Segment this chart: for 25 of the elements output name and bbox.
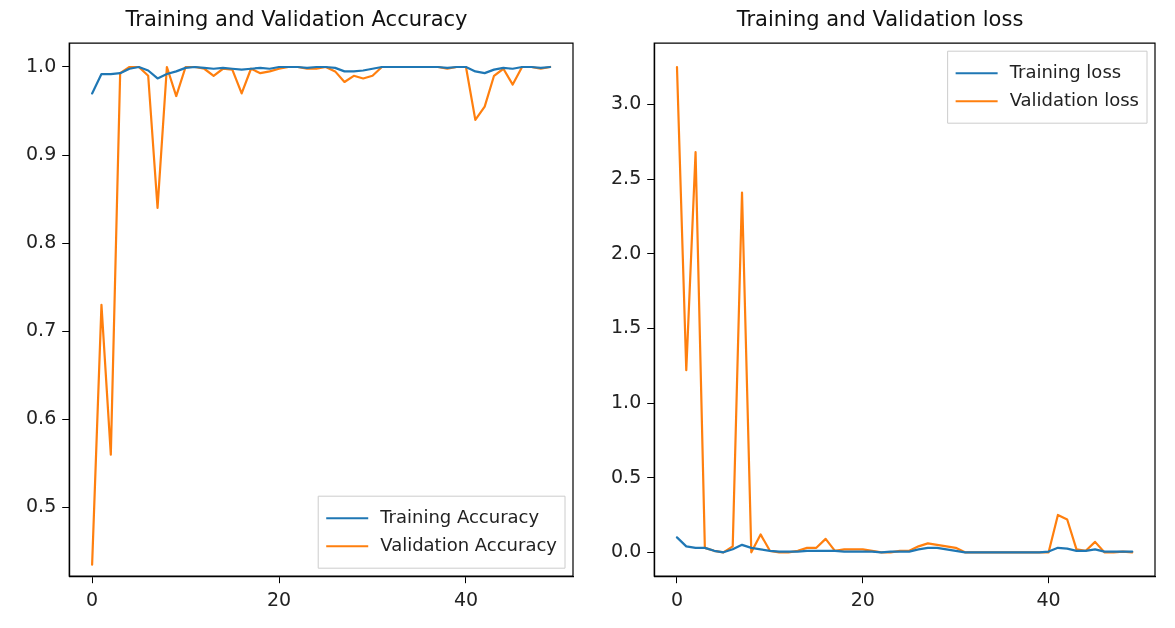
x-tick-label: 0 xyxy=(86,587,99,610)
y-tick-label: 0.8 xyxy=(26,230,57,253)
y-tick-label: 3.0 xyxy=(611,91,642,114)
x-tick-label: 20 xyxy=(266,587,292,610)
legend-label: Validation loss xyxy=(1009,88,1139,110)
y-tick-label: 0.5 xyxy=(611,464,642,487)
y-tick-label: 0.5 xyxy=(26,494,57,517)
x-tick-label: 0 xyxy=(670,587,684,610)
legend-label: Validation Accuracy xyxy=(380,533,558,555)
y-tick-label: 0.6 xyxy=(26,406,57,429)
x-tick-label: 40 xyxy=(1036,587,1061,610)
y-tick-label: 2.0 xyxy=(611,240,642,263)
chart-title: Training and Validation loss xyxy=(735,7,1024,32)
y-tick-label: 0.7 xyxy=(26,318,57,341)
y-tick-label: 1.0 xyxy=(611,389,642,412)
x-tick-label: 40 xyxy=(453,587,479,610)
y-tick-label: 1.0 xyxy=(26,53,57,76)
y-tick-label: 1.5 xyxy=(611,315,642,338)
y-tick-label: 2.5 xyxy=(611,166,642,188)
x-tick-label: 20 xyxy=(850,587,875,610)
y-tick-label: 0.0 xyxy=(611,539,642,562)
legend-label: Training Accuracy xyxy=(379,505,540,527)
y-tick-label: 0.9 xyxy=(26,142,57,165)
chart-title: Training and Validation Accuracy xyxy=(124,7,468,32)
legend-label: Training loss xyxy=(1008,60,1122,82)
